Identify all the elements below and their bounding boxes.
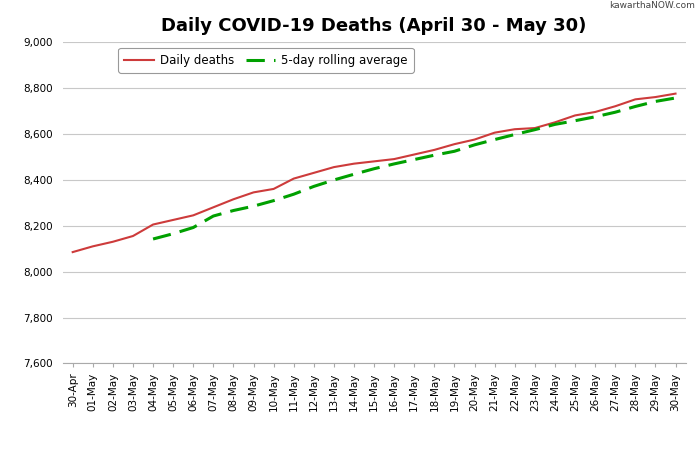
Daily deaths: [109, 239, 117, 245]
Daily deaths: [571, 113, 579, 118]
5-day rolling average: [149, 236, 157, 242]
5-day rolling average: [511, 132, 519, 137]
Daily deaths: [672, 91, 680, 96]
5-day rolling average: [491, 137, 499, 142]
Daily deaths: [511, 126, 519, 132]
5-day rolling average: [571, 118, 579, 123]
Daily deaths: [611, 103, 619, 109]
5-day rolling average: [310, 184, 318, 189]
Daily deaths: [229, 197, 237, 202]
Daily deaths: [390, 156, 398, 162]
Daily deaths: [450, 141, 459, 147]
Daily deaths: [249, 190, 258, 195]
5-day rolling average: [470, 142, 479, 148]
Daily deaths: [269, 186, 278, 192]
Daily deaths: [169, 217, 177, 223]
Daily deaths: [370, 158, 379, 164]
Daily deaths: [651, 94, 660, 100]
Title: Daily COVID-19 Deaths (April 30 - May 30): Daily COVID-19 Deaths (April 30 - May 30…: [161, 17, 587, 35]
5-day rolling average: [350, 171, 358, 177]
Text: kawarthaNOW.com: kawarthaNOW.com: [609, 1, 695, 10]
Line: 5-day rolling average: 5-day rolling average: [153, 98, 676, 239]
5-day rolling average: [530, 127, 539, 132]
Daily deaths: [189, 212, 198, 218]
5-day rolling average: [249, 203, 258, 209]
5-day rolling average: [450, 149, 459, 154]
5-day rolling average: [330, 177, 338, 183]
Daily deaths: [410, 152, 418, 158]
5-day rolling average: [370, 166, 379, 171]
Daily deaths: [209, 205, 218, 210]
Daily deaths: [88, 244, 97, 249]
5-day rolling average: [169, 231, 177, 237]
5-day rolling average: [189, 225, 198, 230]
5-day rolling average: [390, 161, 398, 167]
5-day rolling average: [209, 213, 218, 219]
5-day rolling average: [290, 192, 298, 197]
Daily deaths: [430, 147, 438, 153]
Legend: Daily deaths, 5-day rolling average: Daily deaths, 5-day rolling average: [118, 48, 413, 73]
5-day rolling average: [430, 152, 438, 158]
Daily deaths: [491, 130, 499, 136]
Daily deaths: [149, 222, 157, 227]
5-day rolling average: [672, 95, 680, 101]
5-day rolling average: [229, 208, 237, 213]
Daily deaths: [551, 120, 559, 125]
5-day rolling average: [631, 103, 640, 109]
Daily deaths: [350, 161, 358, 166]
Daily deaths: [470, 137, 479, 142]
Daily deaths: [591, 109, 599, 115]
5-day rolling average: [611, 110, 619, 115]
Daily deaths: [290, 176, 298, 181]
Daily deaths: [530, 125, 539, 131]
Daily deaths: [631, 96, 640, 102]
Daily deaths: [129, 233, 137, 239]
Daily deaths: [68, 249, 77, 255]
Line: Daily deaths: Daily deaths: [72, 94, 676, 252]
5-day rolling average: [651, 99, 660, 104]
5-day rolling average: [591, 114, 599, 120]
5-day rolling average: [269, 198, 278, 204]
Daily deaths: [310, 170, 318, 176]
5-day rolling average: [410, 157, 418, 162]
5-day rolling average: [551, 122, 559, 127]
Daily deaths: [330, 164, 338, 170]
